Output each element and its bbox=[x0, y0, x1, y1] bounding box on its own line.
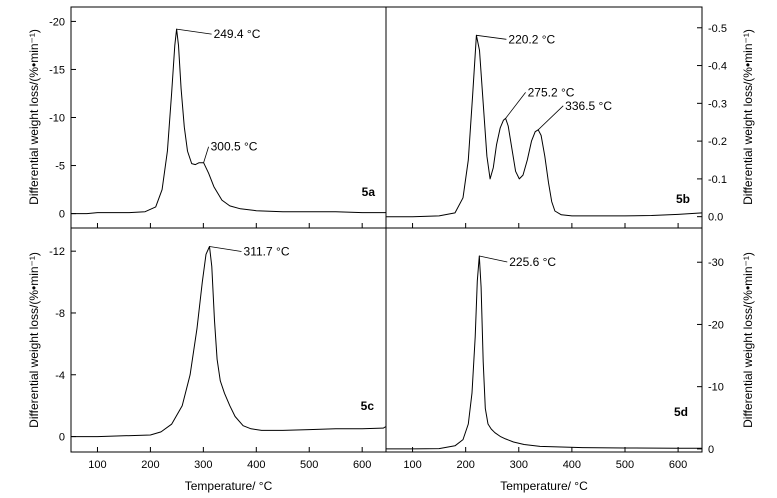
panel-5d-xlabel: Temperature/ °C bbox=[500, 479, 588, 493]
panel-5a-series-line bbox=[71, 28, 386, 215]
panel-5c-xtick-label: 200 bbox=[141, 459, 159, 471]
panel-5d-xtick-label: 400 bbox=[563, 459, 581, 471]
panel-5d-label: 5d bbox=[674, 405, 688, 419]
panel-5d-series-line bbox=[386, 255, 702, 450]
panel-5b-ytick-label: -0.2 bbox=[708, 136, 727, 148]
panel-5c-ylabel: Differential weight loss/(%•min⁻¹) bbox=[27, 252, 41, 428]
panel-5c-xtick-label: 600 bbox=[353, 459, 371, 471]
panel-5d-xtick-label: 100 bbox=[403, 459, 421, 471]
panel-5a-ytick-label: 0 bbox=[59, 209, 65, 221]
panel-5b-ytick-label: 0.0 bbox=[708, 212, 723, 224]
panel-5a-annotation: 300.5 °C bbox=[211, 140, 258, 154]
panel-5c-ytick-label: 0 bbox=[59, 432, 65, 444]
panel-5c-xtick-label: 500 bbox=[300, 459, 318, 471]
panel-5c-annotation: 311.7 °C bbox=[244, 245, 290, 259]
panel-5c-annotation-leader bbox=[209, 246, 242, 252]
panel-5b-ytick-label: -0.3 bbox=[708, 98, 727, 110]
panel-5b-ytick-label: -0.1 bbox=[708, 174, 727, 186]
panel-5a-ytick-label: -5 bbox=[55, 161, 65, 173]
panel-5b-annotation: 336.5 °C bbox=[565, 99, 612, 113]
panel-5b-annotation-leader bbox=[476, 34, 507, 40]
panel-5d-frame bbox=[385, 227, 703, 453]
panel-5c-label: 5c bbox=[361, 399, 375, 413]
panel-5b-annotation: 275.2 °C bbox=[528, 85, 575, 99]
panel-5c-xtick-label: 100 bbox=[88, 459, 106, 471]
panel-5a-ylabel: Differential weight loss/(%•min⁻¹) bbox=[27, 29, 41, 205]
panel-5c-series-line bbox=[71, 246, 387, 438]
panel-5b-annotation-leader bbox=[505, 92, 526, 119]
panel-5d-xtick-label: 500 bbox=[616, 459, 634, 471]
panel-5b-ytick-label: -0.5 bbox=[708, 23, 727, 35]
panel-5d-ytick-label: -20 bbox=[708, 319, 724, 331]
panel-5a-annotation: 249.4 °C bbox=[214, 27, 261, 41]
panel-5b-ylabel: Differential weight loss/(%•min⁻¹) bbox=[741, 29, 755, 205]
panel-5d-ytick-label: 0 bbox=[708, 444, 714, 456]
panel-5a-ytick-label: -10 bbox=[49, 113, 65, 125]
panel-5b-annotation: 220.2 °C bbox=[508, 32, 555, 46]
panel-5c-xlabel: Temperature/ °C bbox=[185, 479, 273, 493]
panel-5d-xtick-label: 600 bbox=[669, 459, 687, 471]
panel-5c-xtick-label: 400 bbox=[247, 459, 265, 471]
panel-5d-ytick-label: -10 bbox=[708, 382, 724, 394]
panel-5d-ylabel: Differential weight loss/(%•min⁻¹) bbox=[741, 252, 755, 428]
panel-5b-series-line bbox=[386, 34, 703, 218]
panel-5a-annotation-leader bbox=[176, 28, 212, 35]
panel-5d-annotation: 225.6 °C bbox=[509, 255, 556, 269]
panel-5b-label: 5b bbox=[676, 192, 690, 206]
panel-5a-label: 5a bbox=[362, 185, 376, 199]
panel-5c-ytick-label: -8 bbox=[55, 308, 65, 320]
panel-5b-annotation-leader bbox=[537, 105, 564, 131]
panel-5c-ytick-label: -4 bbox=[55, 370, 65, 382]
panel-5c-ytick-label: -12 bbox=[49, 246, 65, 258]
panel-5d-xtick-label: 200 bbox=[456, 459, 474, 471]
panel-5a-annotation-leader bbox=[203, 146, 209, 163]
panel-5a-ytick-label: -20 bbox=[49, 16, 65, 28]
panel-5d-annotation-leader bbox=[479, 255, 508, 263]
panel-5d-ytick-label: -30 bbox=[708, 257, 724, 269]
panel-5b-ytick-label: -0.4 bbox=[708, 61, 727, 73]
panel-5a-ytick-label: -15 bbox=[49, 64, 65, 76]
panel-5c-frame bbox=[70, 227, 387, 453]
panel-5d-xtick-label: 300 bbox=[510, 459, 528, 471]
panel-5c-xtick-label: 300 bbox=[194, 459, 212, 471]
